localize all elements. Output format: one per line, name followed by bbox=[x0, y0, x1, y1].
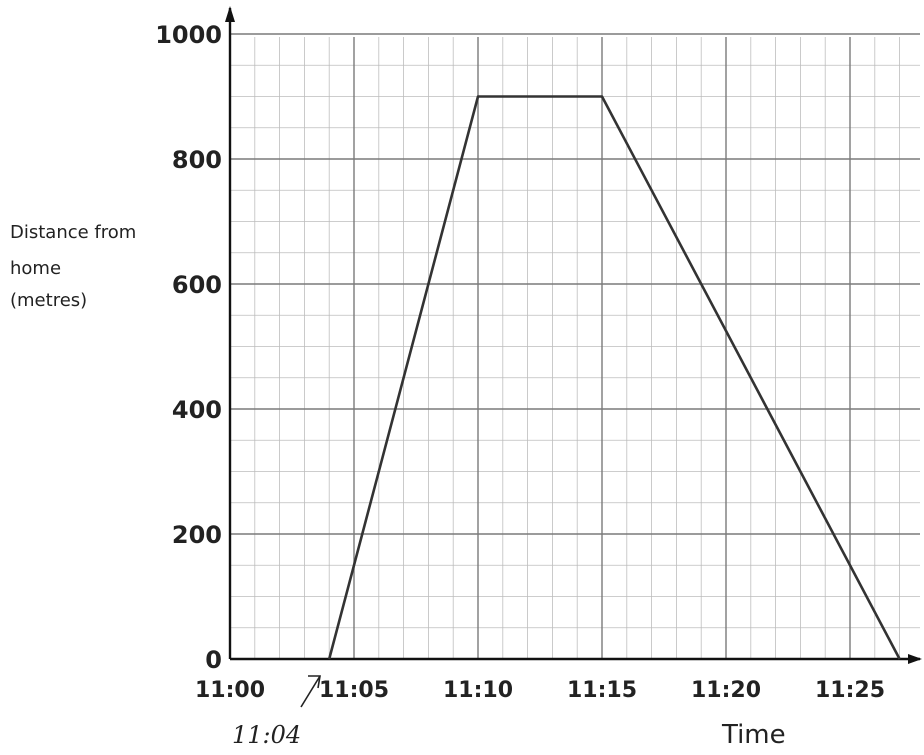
y-tick-label: 400 bbox=[172, 396, 222, 424]
y-tick-label: 800 bbox=[172, 146, 222, 174]
x-tick-label: 11:00 bbox=[195, 678, 265, 703]
x-tick-label: 11:10 bbox=[443, 678, 513, 703]
y-axis-label-line-3: (metres) bbox=[10, 290, 87, 311]
x-axis-label: Time bbox=[721, 720, 786, 750]
y-tick-labels: 0 200 400 600 800 1000 bbox=[155, 21, 222, 674]
y-axis-label: Distance from home (metres) bbox=[10, 222, 136, 311]
y-tick-label: 600 bbox=[172, 271, 222, 299]
x-tick-label: 11:15 bbox=[567, 678, 637, 703]
x-tick-label: 11:05 bbox=[319, 678, 389, 703]
y-tick-label: 1000 bbox=[155, 21, 222, 49]
y-axis-arrow bbox=[225, 6, 235, 22]
x-tick-label: 11:20 bbox=[691, 678, 761, 703]
x-tick-label: 11:25 bbox=[815, 678, 885, 703]
minor-gridlines bbox=[230, 34, 920, 659]
y-axis-label-line-1: Distance from bbox=[10, 222, 136, 243]
annotation-label: 11:04 bbox=[232, 721, 301, 749]
annotation-arrow bbox=[301, 676, 320, 707]
y-tick-label: 200 bbox=[172, 521, 222, 549]
x-axis-arrow bbox=[908, 654, 922, 664]
y-axis-label-line-2: home bbox=[10, 258, 61, 279]
x-tick-labels: 11:00 11:05 11:10 11:15 11:20 11:25 bbox=[195, 678, 885, 703]
y-tick-label: 0 bbox=[205, 646, 222, 674]
